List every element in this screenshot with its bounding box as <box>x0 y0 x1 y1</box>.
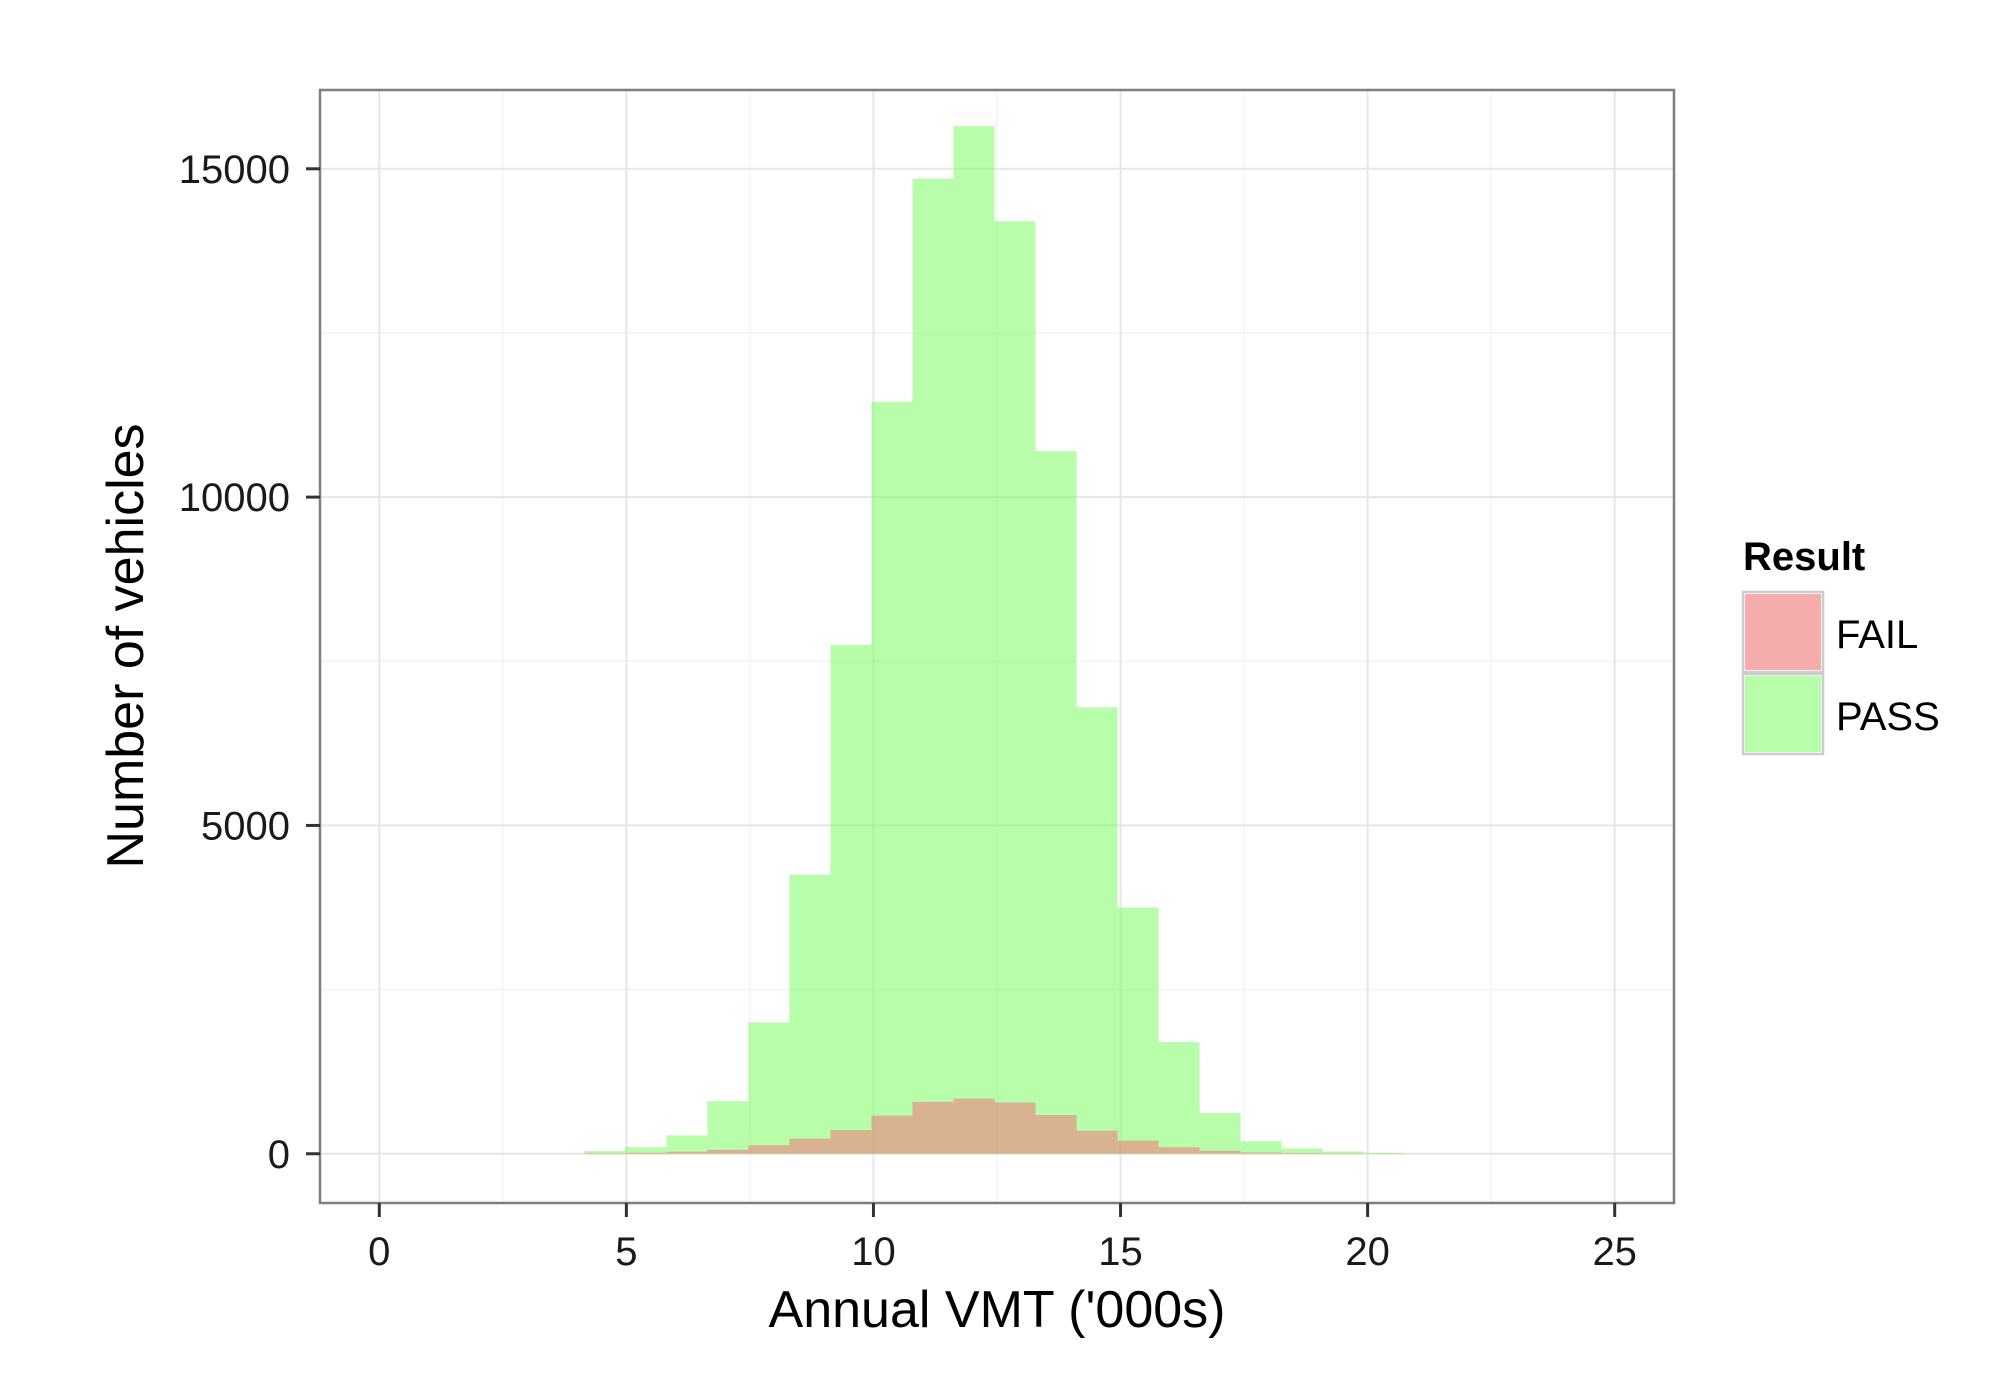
bar-pass <box>830 644 872 1154</box>
legend-title: Result <box>1743 535 1865 579</box>
bar-pass <box>789 874 831 1154</box>
x-tick-label: 10 <box>851 1230 896 1274</box>
axes: 0 5 10 15 20 25 0 5000 10000 15000 <box>179 148 1637 1274</box>
x-tick-label: 15 <box>1098 1230 1143 1274</box>
bar-pass <box>1240 1141 1282 1154</box>
x-axis-title: Annual VMT ('000s) <box>769 1281 1226 1339</box>
bar-fail <box>789 1138 831 1154</box>
bar-fail <box>1240 1152 1282 1154</box>
bar-fail <box>994 1102 1036 1154</box>
bar-fail <box>830 1130 872 1154</box>
bar-fail <box>1117 1140 1159 1154</box>
bar-pass <box>584 1151 626 1154</box>
bar-fail <box>1035 1115 1077 1154</box>
bar-pass <box>1076 707 1118 1154</box>
legend-label-pass: PASS <box>1836 695 1940 739</box>
y-tick-label: 15000 <box>179 148 290 192</box>
bar-pass <box>994 221 1036 1154</box>
histogram-bars <box>584 126 1405 1154</box>
bar-fail <box>707 1149 749 1154</box>
x-tick-label: 25 <box>1592 1230 1637 1274</box>
bar-pass <box>666 1135 708 1154</box>
bar-pass <box>1322 1151 1364 1154</box>
bar-fail <box>1199 1150 1241 1154</box>
legend-swatch-fail <box>1745 594 1821 670</box>
bar-pass <box>1281 1148 1323 1154</box>
bar-fail <box>625 1152 667 1154</box>
y-tick-label: 10000 <box>179 476 290 520</box>
bar-fail <box>953 1098 995 1154</box>
bar-fail <box>1158 1147 1200 1154</box>
x-tick-label: 20 <box>1345 1230 1390 1274</box>
plot-panel-border <box>318 88 1676 1205</box>
x-tick-label: 5 <box>615 1230 637 1274</box>
bar-fail <box>1281 1153 1323 1154</box>
bar-pass <box>871 401 913 1154</box>
bar-pass <box>1035 451 1077 1154</box>
bar-pass <box>1158 1042 1200 1154</box>
x-tick-label: 0 <box>368 1230 390 1274</box>
y-axis-title: Number of vehicles <box>97 423 155 868</box>
bar-pass <box>1363 1152 1405 1154</box>
legend-label-fail: FAIL <box>1836 613 1918 657</box>
y-tick-label: 5000 <box>201 804 290 848</box>
legend-swatch-pass <box>1745 676 1821 752</box>
legend: Result FAIL PASS <box>1741 535 1940 756</box>
y-tick-label: 0 <box>268 1133 290 1177</box>
bar-pass <box>1117 907 1159 1154</box>
bar-pass <box>748 1022 790 1154</box>
bar-fail <box>1076 1130 1118 1154</box>
bar-fail <box>871 1115 913 1154</box>
bar-fail <box>912 1101 954 1154</box>
bar-pass <box>707 1101 749 1154</box>
bar-fail <box>748 1145 790 1154</box>
bar-fail <box>666 1151 708 1154</box>
bar-pass <box>953 126 995 1154</box>
bar-pass <box>625 1147 667 1154</box>
bar-pass <box>912 178 954 1154</box>
bar-pass <box>1199 1113 1241 1154</box>
